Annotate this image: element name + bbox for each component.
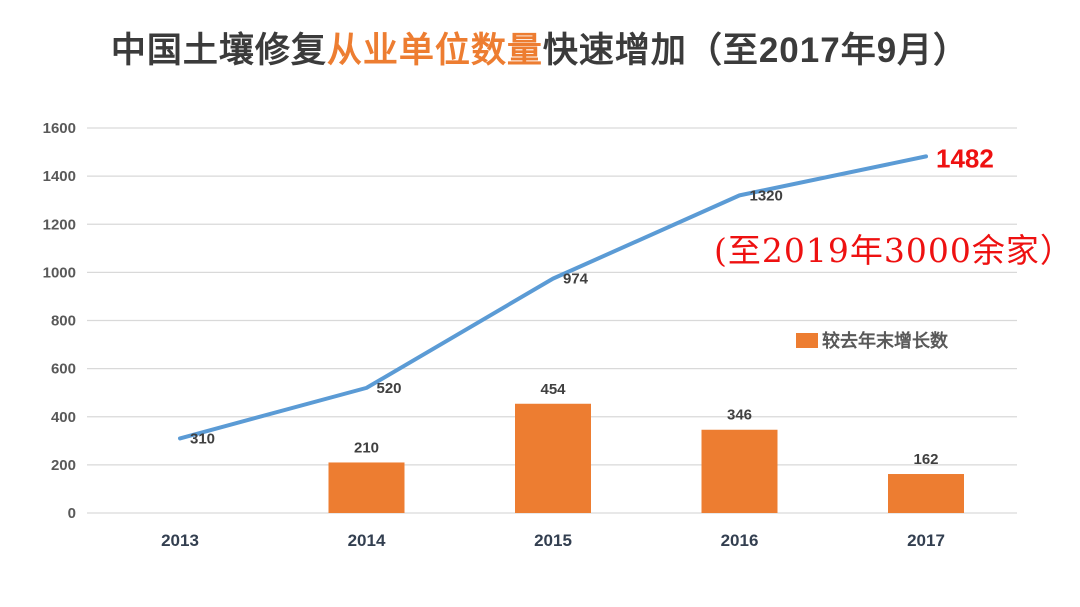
bar — [888, 474, 964, 513]
line-value-label: 1320 — [750, 187, 783, 204]
x-tick-label: 2016 — [721, 531, 759, 550]
bar-value-label: 210 — [354, 439, 379, 456]
y-tick-label: 200 — [51, 457, 76, 474]
x-tick-label: 2014 — [348, 531, 386, 550]
line-value-label: 974 — [563, 271, 589, 288]
bar-value-label: 162 — [913, 451, 938, 468]
legend-swatch-icon — [796, 332, 818, 348]
x-tick-label: 2015 — [534, 531, 572, 550]
cumulative-line — [178, 154, 928, 441]
y-tick-label: 800 — [51, 313, 76, 330]
y-tick-label: 600 — [51, 361, 76, 378]
legend: 较去年末增长数 — [796, 327, 948, 353]
legend-label: 较去年末增长数 — [822, 331, 948, 351]
line-value-label: 520 — [377, 380, 402, 397]
y-tick-label: 1600 — [43, 120, 76, 137]
x-tick-label: 2013 — [161, 531, 199, 550]
chart-title: 中国土壤修复从业单位数量快速增加（至2017年9月） — [0, 22, 1080, 73]
line-value-label: 310 — [190, 430, 215, 447]
projection-annotation: (至2019年3000余家） — [714, 231, 1074, 270]
y-tick-label: 1000 — [43, 264, 76, 281]
y-tick-label: 400 — [51, 409, 76, 426]
bar-value-label: 454 — [540, 381, 566, 398]
bar — [515, 403, 591, 513]
y-tick-label: 1200 — [43, 216, 76, 233]
title-part2: 快速增加（至2017年9月） — [542, 31, 970, 70]
bar-value-label: 346 — [727, 407, 752, 424]
x-tick-label: 2017 — [907, 531, 945, 550]
title-highlight: 从业单位数量 — [326, 31, 543, 70]
y-tick-label: 1400 — [43, 168, 76, 185]
y-tick-label: 0 — [68, 505, 76, 522]
bar — [328, 462, 405, 513]
bar — [701, 429, 778, 513]
line-final-value-label: 1482 — [936, 143, 994, 173]
title-part1: 中国土壤修复 — [110, 31, 327, 70]
